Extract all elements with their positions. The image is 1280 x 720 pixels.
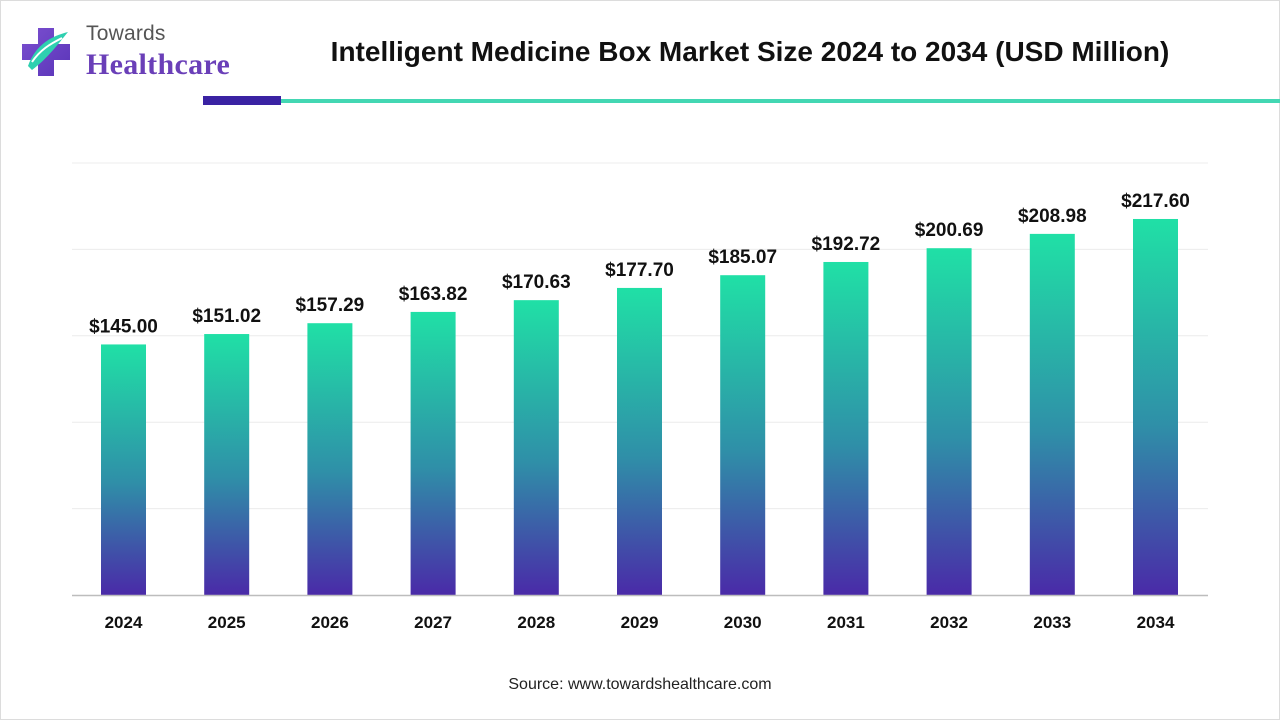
bar-2026 bbox=[307, 323, 353, 595]
bar-2025 bbox=[204, 334, 250, 595]
x-tick-label-2026: 2026 bbox=[311, 613, 349, 632]
bar-2032 bbox=[926, 248, 972, 595]
data-label-2029: $177.70 bbox=[605, 260, 674, 281]
bar-2027 bbox=[410, 311, 456, 595]
data-label-2032: $200.69 bbox=[915, 220, 984, 241]
x-tick-label-2034: 2034 bbox=[1137, 613, 1175, 632]
data-label-2025: $151.02 bbox=[192, 306, 261, 327]
data-label-2030: $185.07 bbox=[708, 247, 777, 268]
title-underline bbox=[281, 99, 1280, 103]
data-label-2027: $163.82 bbox=[399, 284, 468, 305]
data-label-2026: $157.29 bbox=[296, 295, 365, 316]
x-tick-label-2028: 2028 bbox=[517, 613, 555, 632]
x-tick-label-2025: 2025 bbox=[208, 613, 246, 632]
data-label-2028: $170.63 bbox=[502, 272, 571, 293]
bar-2029 bbox=[617, 287, 662, 595]
data-label-2033: $208.98 bbox=[1018, 206, 1087, 227]
source-note: Source: www.towardshealthcare.com bbox=[508, 676, 772, 693]
x-tick-label-2030: 2030 bbox=[724, 613, 762, 632]
bar-2034 bbox=[1133, 218, 1178, 596]
x-tick-label-2029: 2029 bbox=[621, 613, 659, 632]
data-label-2031: $192.72 bbox=[812, 234, 881, 255]
x-tick-label-2033: 2033 bbox=[1033, 613, 1071, 632]
data-label-2024: $145.00 bbox=[89, 316, 158, 337]
bar-2024 bbox=[101, 344, 146, 595]
bar-2028 bbox=[513, 300, 559, 595]
x-tick-label-2031: 2031 bbox=[827, 613, 865, 632]
chart-title: Intelligent Medicine Box Market Size 202… bbox=[330, 36, 1170, 67]
medical-cross-icon bbox=[22, 28, 70, 76]
logo-text-healthcare: Healthcare bbox=[86, 48, 231, 81]
bar-2031 bbox=[823, 261, 869, 595]
towards-healthcare-logo: Towards Healthcare bbox=[18, 18, 248, 88]
x-tick-label-2032: 2032 bbox=[930, 613, 968, 632]
bar-2033 bbox=[1029, 233, 1075, 595]
x-tick-label-2024: 2024 bbox=[105, 613, 143, 632]
title-underline-accent bbox=[203, 96, 281, 105]
x-tick-label-2027: 2027 bbox=[414, 613, 452, 632]
data-label-2034: $217.60 bbox=[1121, 191, 1190, 212]
logo-text-towards: Towards bbox=[86, 22, 166, 45]
bar-2030 bbox=[720, 275, 766, 595]
